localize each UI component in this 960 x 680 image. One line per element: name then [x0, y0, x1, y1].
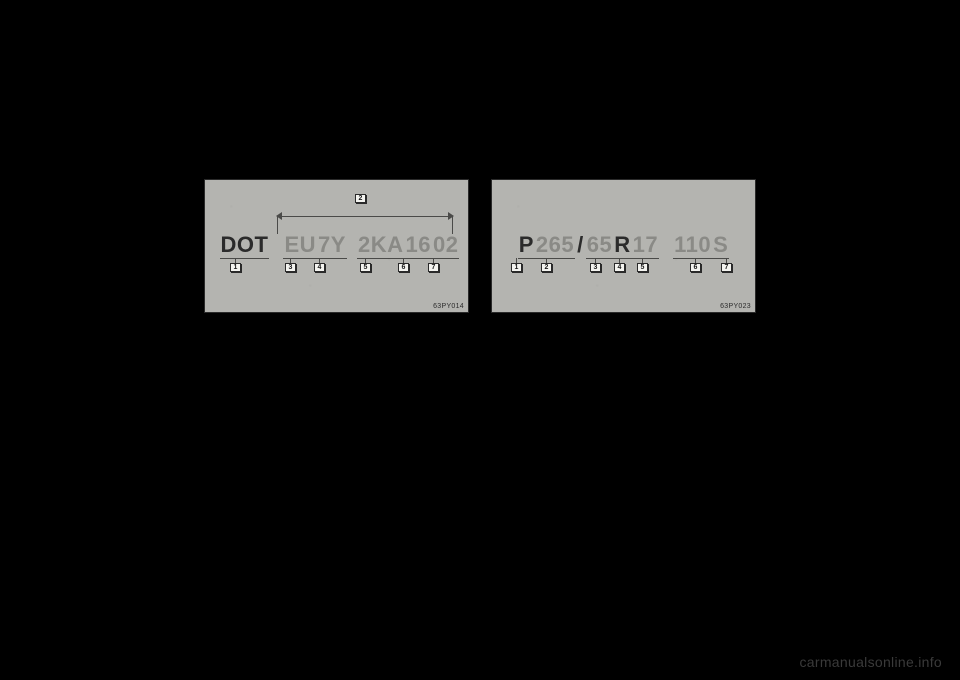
seg-slash: / [575, 234, 586, 256]
callout-box-b4: 4 [614, 263, 625, 272]
seg-eu: EU [283, 234, 317, 258]
dot-code-line: DOT EU 7Y 2KA 16 02 [205, 234, 468, 258]
callout-box-2-top: 2 [355, 194, 366, 203]
callout-box-7: 7 [428, 263, 439, 272]
dot-code-panel: 2 DOT EU 7Y 2KA 16 02 1 3 [204, 179, 469, 313]
callout-box-b7: 7 [721, 263, 732, 272]
callout-box-b1: 1 [511, 263, 522, 272]
seg-65: 65 [586, 234, 613, 258]
seg-7y: 7Y [317, 234, 347, 258]
callout-box-3: 3 [285, 263, 296, 272]
panels-container: 2 DOT EU 7Y 2KA 16 02 1 3 [0, 179, 960, 313]
seg-16: 16 [404, 234, 431, 258]
seg-r-text: R [614, 234, 630, 256]
callout-box-4: 4 [314, 263, 325, 272]
seg-ot: OT [237, 234, 269, 256]
callout-box-1: 1 [230, 263, 241, 272]
callout-row-b: 1 2 3 4 5 6 7 [492, 258, 755, 282]
seg-2ka: 2KA [357, 234, 405, 258]
seg-r: R [613, 234, 631, 258]
panel-id-a: 63PY014 [433, 303, 464, 310]
callout-box-b5: 5 [637, 263, 648, 272]
callout-row-a: 1 3 4 5 6 7 [205, 258, 468, 282]
seg-02: 02 [432, 234, 459, 258]
callout-box-b2: 2 [541, 263, 552, 272]
seg-p: P [518, 234, 535, 258]
top-bracket [277, 208, 453, 224]
callout-box-5: 5 [360, 263, 371, 272]
callout-box-b6: 6 [690, 263, 701, 272]
callout-box-b3: 3 [590, 263, 601, 272]
panel-id-b: 63PY023 [720, 303, 751, 310]
watermark: carmanualsonline.info [800, 654, 943, 670]
tire-code-line: P 265 / 65 R 17 110 S [492, 234, 755, 258]
seg-s: S [712, 234, 729, 258]
seg-d: D [221, 234, 237, 256]
seg-17: 17 [632, 234, 659, 258]
tire-size-panel: P 265 / 65 R 17 110 S 1 2 3 4 5 6 7 [491, 179, 756, 313]
seg-110: 110 [673, 234, 712, 258]
seg-265: 265 [535, 234, 575, 258]
seg-dot: DOT [220, 234, 270, 258]
callout-box-6: 6 [398, 263, 409, 272]
